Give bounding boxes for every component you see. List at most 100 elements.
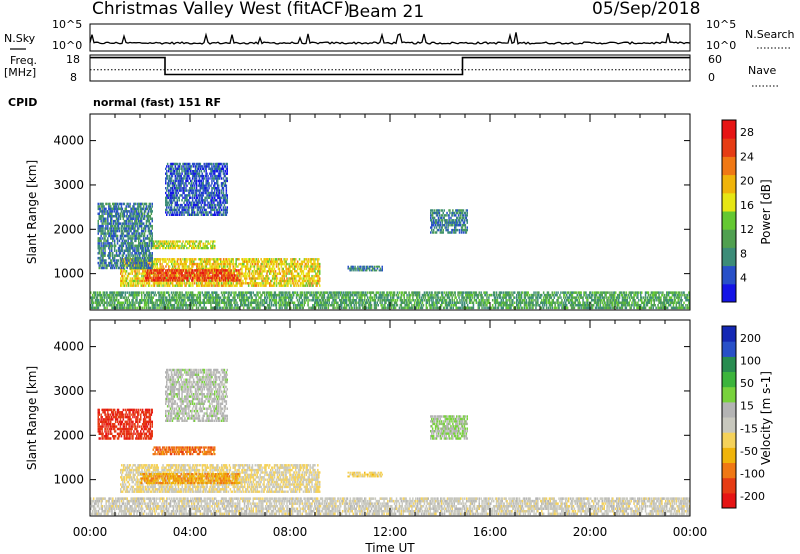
heatmap-cell — [174, 301, 177, 304]
heatmap-cell — [214, 279, 216, 282]
heatmap-cell — [123, 267, 126, 271]
heatmap-cell — [171, 282, 174, 285]
heatmap-cell — [154, 244, 156, 247]
heatmap-cell — [161, 301, 163, 304]
heatmap-cell — [285, 267, 287, 271]
heatmap-cell — [215, 279, 217, 282]
heatmap-cell — [260, 274, 262, 278]
heatmap-cell — [115, 293, 117, 297]
heatmap-cell — [220, 170, 223, 173]
heatmap-cell — [446, 228, 448, 232]
heatmap-cell — [183, 262, 185, 266]
heatmap-cell — [186, 211, 188, 214]
heatmap-cell — [458, 219, 461, 222]
heatmap-cell — [275, 284, 278, 287]
heatmap-cell — [199, 282, 202, 285]
heatmap-cell — [143, 261, 146, 265]
heatmap-cell — [146, 242, 149, 245]
heatmap-cell — [111, 244, 113, 248]
heatmap-cell — [209, 260, 211, 263]
heatmap-cell — [149, 205, 152, 208]
heatmap-cell — [178, 213, 180, 216]
heatmap-cell — [116, 224, 119, 228]
heatmap-cell — [436, 211, 439, 215]
heatmap-cell — [191, 208, 194, 212]
heatmap-cell — [203, 203, 205, 207]
heatmap-cell — [196, 244, 199, 247]
heatmap-cell — [454, 226, 456, 229]
heatmap-cell — [167, 271, 169, 275]
heatmap-cell — [118, 301, 121, 304]
heatmap-cell — [102, 205, 104, 208]
heatmap-cell — [256, 277, 258, 280]
heatmap-cell — [220, 301, 223, 304]
heatmap-cell — [143, 215, 146, 218]
heatmap-cell — [223, 282, 226, 285]
heatmap-cell — [223, 274, 226, 277]
heatmap-cell — [466, 226, 468, 229]
heatmap-cell — [291, 277, 293, 280]
heatmap-cell — [162, 244, 164, 247]
heatmap-cell — [127, 262, 130, 266]
heatmap-cell — [98, 237, 100, 240]
heatmap-cell — [217, 304, 220, 307]
heatmap-cell — [208, 284, 210, 287]
heatmap-cell — [192, 299, 195, 302]
heatmap-cell — [200, 247, 203, 250]
heatmap-cell — [111, 232, 113, 235]
heatmap-cell — [178, 265, 181, 268]
heatmap-cell — [145, 215, 148, 218]
heatmap-cell — [266, 279, 268, 283]
heatmap-cell — [226, 272, 229, 275]
heatmap-cell — [202, 279, 205, 283]
heatmap-cell — [271, 260, 273, 263]
heatmap-cell — [180, 284, 183, 287]
heatmap-cell — [141, 244, 144, 248]
heatmap-cell — [197, 174, 200, 178]
heatmap-cell — [149, 217, 152, 220]
heatmap-cell — [194, 182, 197, 185]
heatmap-cell — [315, 284, 317, 287]
heatmap-cell — [90, 296, 92, 299]
heatmap-cell — [108, 304, 110, 307]
heatmap-cell — [218, 170, 221, 173]
heatmap-cell — [216, 170, 219, 173]
heatmap-cell — [193, 276, 196, 280]
heatmap-cell — [184, 208, 186, 212]
heatmap-cell — [211, 276, 213, 280]
heatmap-cell — [185, 282, 187, 285]
heatmap-cell — [127, 239, 129, 243]
heatmap-cell — [273, 262, 276, 266]
heatmap-cell — [156, 247, 158, 250]
heatmap-cell — [100, 247, 102, 250]
heatmap-cell — [195, 187, 198, 190]
heatmap-cell — [101, 210, 103, 213]
heatmap-cell — [216, 162, 218, 166]
heatmap-cell — [451, 211, 453, 215]
heatmap-cell — [195, 213, 198, 216]
heatmap-cell — [130, 237, 132, 240]
heatmap-cell — [225, 201, 228, 204]
heatmap-cell — [162, 265, 164, 268]
heatmap-cell — [145, 249, 148, 252]
heatmap-cell — [194, 272, 196, 275]
heatmap-cell — [116, 227, 119, 230]
heatmap-cell — [145, 279, 147, 282]
heatmap-cell — [372, 267, 375, 270]
heatmap-cell — [185, 196, 187, 199]
heatmap-cell — [102, 219, 104, 223]
heatmap-cell — [204, 242, 206, 245]
heatmap-cell — [208, 184, 210, 187]
heatmap-cell — [288, 262, 290, 266]
heatmap-cell — [226, 274, 229, 277]
heatmap-cell — [439, 224, 442, 227]
heatmap-cell — [317, 274, 319, 278]
heatmap-cell — [201, 167, 203, 170]
heatmap-cell — [307, 262, 309, 266]
heatmap-cell — [110, 266, 112, 270]
heatmap-cell — [450, 221, 452, 224]
heatmap-cell — [90, 304, 92, 307]
heatmap-cell — [230, 284, 233, 287]
heatmap-cell — [190, 274, 192, 277]
heatmap-cell — [135, 215, 137, 218]
